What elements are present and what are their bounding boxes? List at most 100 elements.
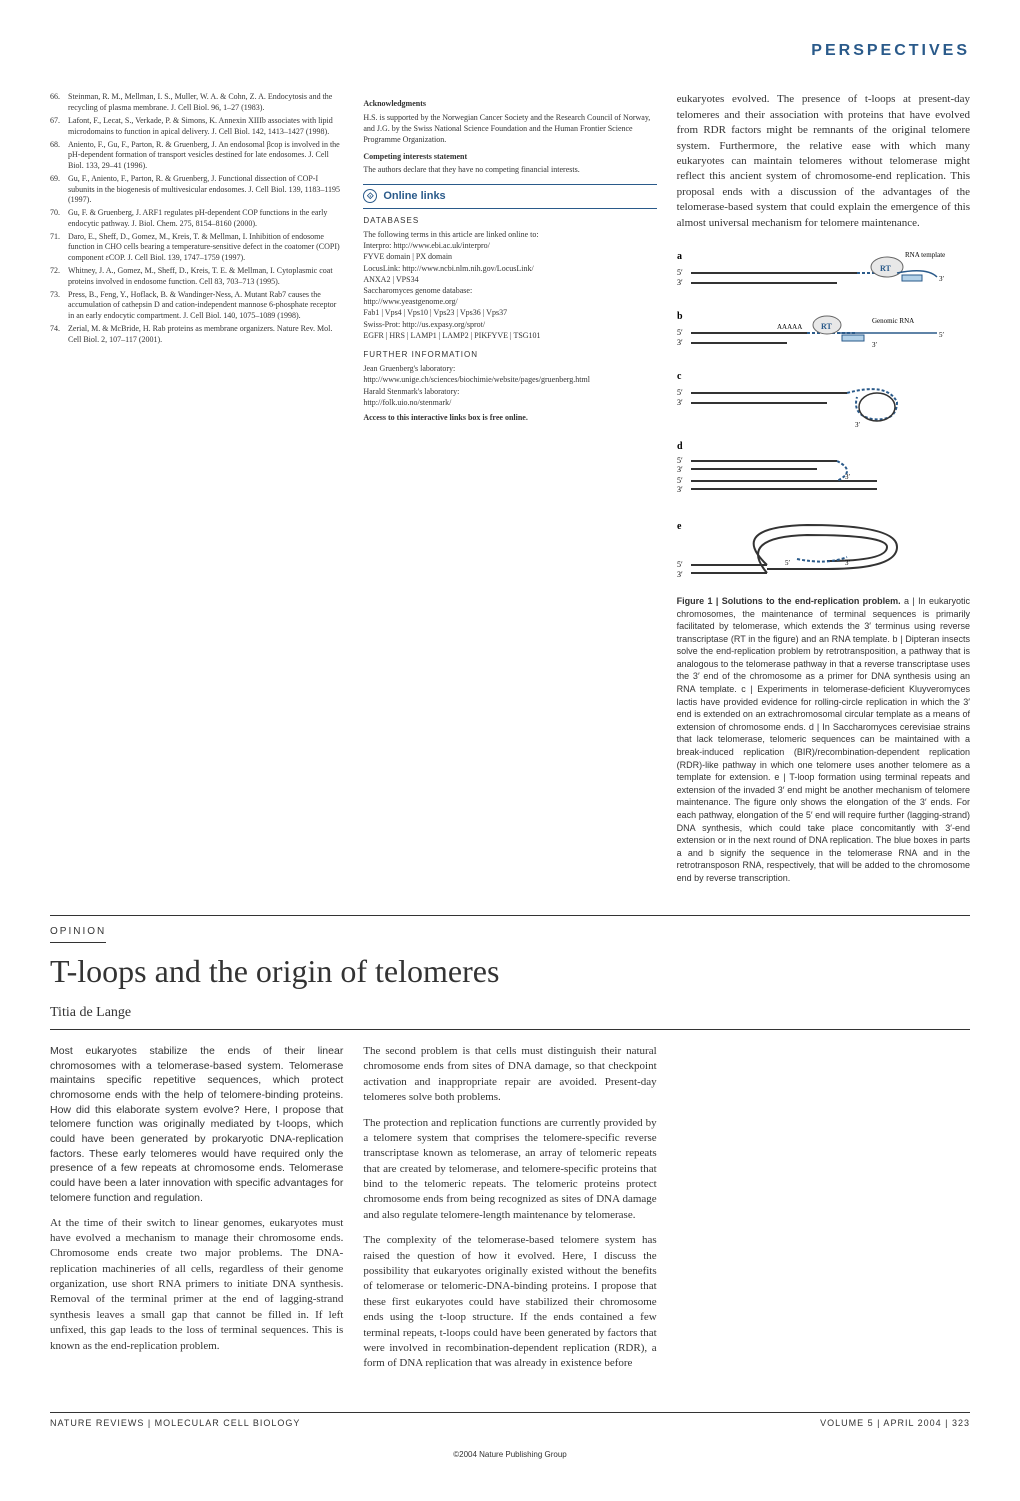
ref-num: 71. bbox=[50, 232, 68, 263]
svg-text:b: b bbox=[677, 311, 683, 322]
svg-text:5′: 5′ bbox=[785, 559, 791, 567]
db-line: FYVE domain | PX domain bbox=[363, 251, 656, 262]
reference-item: 74.Zerial, M. & McBride, H. Rab proteins… bbox=[50, 324, 343, 345]
ref-text: Gu, F. & Gruenberg, J. ARF1 regulates pH… bbox=[68, 208, 343, 229]
further-line: Harald Stenmark's laboratory: bbox=[363, 386, 656, 397]
article-abstract: Most eukaryotes stabilize the ends of th… bbox=[50, 1044, 343, 1206]
svg-text:c: c bbox=[677, 371, 682, 382]
article-column-1: Most eukaryotes stabilize the ends of th… bbox=[50, 1044, 343, 1382]
db-line: EGFR | HRS | LAMP1 | LAMP2 | PIKFYVE | T… bbox=[363, 330, 656, 341]
reference-item: 69.Gu, F., Aniento, F., Parton, R. & Gru… bbox=[50, 174, 343, 205]
ref-text: Aniento, F., Gu, F., Parton, R. & Gruenb… bbox=[68, 140, 343, 171]
article-p1: At the time of their switch to linear ge… bbox=[50, 1216, 343, 1355]
svg-text:5′: 5′ bbox=[677, 388, 683, 397]
reference-item: 70.Gu, F. & Gruenberg, J. ARF1 regulates… bbox=[50, 208, 343, 229]
ref-text: Gu, F., Aniento, F., Parton, R. & Gruenb… bbox=[68, 174, 343, 205]
figure-1-diagram: a 5′ 3′ RT RNA template 3′ b 5′ 3′ AA bbox=[677, 247, 970, 587]
ack-heading: Acknowledgments bbox=[363, 98, 656, 109]
acknowledgments-column: Acknowledgments H.S. is supported by the… bbox=[363, 92, 656, 884]
svg-text:RNA template: RNA template bbox=[905, 251, 945, 259]
svg-text:5′: 5′ bbox=[677, 456, 683, 465]
db-line: Interpro: http://www.ebi.ac.uk/interpro/ bbox=[363, 240, 656, 251]
db-line: http://www.yeastgenome.org/ bbox=[363, 296, 656, 307]
ref-num: 70. bbox=[50, 208, 68, 229]
ref-text: Lafont, F., Lecat, S., Verkade, P. & Sim… bbox=[68, 116, 343, 137]
svg-text:3′: 3′ bbox=[855, 421, 861, 429]
svg-text:RT: RT bbox=[880, 264, 891, 273]
svg-text:3′: 3′ bbox=[677, 338, 683, 347]
footer-journal: NATURE REVIEWS | MOLECULAR CELL BIOLOGY bbox=[50, 1417, 300, 1430]
article-title: T-loops and the origin of telomeres bbox=[50, 949, 970, 994]
svg-text:5′: 5′ bbox=[677, 476, 683, 485]
ref-num: 72. bbox=[50, 266, 68, 287]
ref-num: 73. bbox=[50, 290, 68, 321]
svg-text:3′: 3′ bbox=[939, 275, 945, 283]
further-heading: FURTHER INFORMATION bbox=[363, 349, 656, 360]
reference-item: 72.Whitney, J. A., Gomez, M., Sheff, D.,… bbox=[50, 266, 343, 287]
opinion-label: OPINION bbox=[50, 925, 106, 943]
ref-num: 68. bbox=[50, 140, 68, 171]
competing-text: The authors declare that they have no co… bbox=[363, 164, 656, 175]
db-line: LocusLink: http://www.ncbi.nlm.nih.gov/L… bbox=[363, 263, 656, 274]
main-content: Most eukaryotes stabilize the ends of th… bbox=[50, 1044, 970, 1382]
svg-text:AAAAA: AAAAA bbox=[777, 323, 802, 331]
ref-num: 74. bbox=[50, 324, 68, 345]
svg-text:3′: 3′ bbox=[845, 473, 851, 481]
svg-text:3′: 3′ bbox=[677, 278, 683, 287]
online-links-header: ⟐ Online links bbox=[363, 184, 656, 209]
section-header: PERSPECTIVES bbox=[50, 40, 970, 62]
databases-lines: Interpro: http://www.ebi.ac.uk/interpro/… bbox=[363, 240, 656, 341]
svg-text:5′: 5′ bbox=[677, 268, 683, 277]
competing-heading: Competing interests statement bbox=[363, 151, 656, 162]
databases-heading: DATABASES bbox=[363, 215, 656, 226]
links-icon: ⟐ bbox=[363, 189, 377, 203]
ref-num: 67. bbox=[50, 116, 68, 137]
access-note: Access to this interactive links box is … bbox=[363, 412, 656, 423]
db-line: Swiss-Prot: http://us.expasy.org/sprot/ bbox=[363, 319, 656, 330]
further-line: Jean Gruenberg's laboratory: bbox=[363, 363, 656, 374]
svg-text:5′: 5′ bbox=[677, 560, 683, 569]
db-line: ANXA2 | VPS34 bbox=[363, 274, 656, 285]
svg-text:3′: 3′ bbox=[677, 570, 683, 579]
ack-text: H.S. is supported by the Norwegian Cance… bbox=[363, 112, 656, 146]
divider bbox=[50, 915, 970, 916]
svg-text:3′: 3′ bbox=[677, 485, 683, 494]
reference-item: 68.Aniento, F., Gu, F., Parton, R. & Gru… bbox=[50, 140, 343, 171]
article-p3: The protection and replication functions… bbox=[363, 1116, 656, 1224]
reference-item: 66.Steinman, R. M., Mellman, I. S., Mull… bbox=[50, 92, 343, 113]
svg-text:RT: RT bbox=[821, 322, 832, 331]
svg-text:5′: 5′ bbox=[939, 331, 945, 339]
article-p2: The second problem is that cells must di… bbox=[363, 1044, 656, 1106]
continuation-text: eukaryotes evolved. The presence of t-lo… bbox=[677, 92, 970, 231]
svg-text:5′: 5′ bbox=[677, 328, 683, 337]
svg-text:3′: 3′ bbox=[845, 559, 851, 567]
ref-text: Daro, E., Sheff, D., Gomez, M., Kreis, T… bbox=[68, 232, 343, 263]
svg-text:3′: 3′ bbox=[677, 465, 683, 474]
databases-intro: The following terms in this article are … bbox=[363, 229, 656, 240]
ref-num: 69. bbox=[50, 174, 68, 205]
svg-text:e: e bbox=[677, 521, 682, 532]
figure-column-spacer bbox=[677, 1044, 970, 1382]
references-column: 66.Steinman, R. M., Mellman, I. S., Mull… bbox=[50, 92, 343, 884]
ref-text: Zerial, M. & McBride, H. Rab proteins as… bbox=[68, 324, 343, 345]
reference-item: 67.Lafont, F., Lecat, S., Verkade, P. & … bbox=[50, 116, 343, 137]
reference-item: 73.Press, B., Feng, Y., Hoflack, B. & Wa… bbox=[50, 290, 343, 321]
ref-text: Whitney, J. A., Gomez, M., Sheff, D., Kr… bbox=[68, 266, 343, 287]
figure-caption-body: a | In eukaryotic chromosomes, the maint… bbox=[677, 596, 970, 883]
figure-caption: Figure 1 | Solutions to the end-replicat… bbox=[677, 595, 970, 885]
ref-num: 66. bbox=[50, 92, 68, 113]
ref-text: Press, B., Feng, Y., Hoflack, B. & Wandi… bbox=[68, 290, 343, 321]
further-line: http://www.unige.ch/sciences/biochimie/w… bbox=[363, 374, 656, 385]
further-line: http://folk.uio.no/stenmark/ bbox=[363, 397, 656, 408]
copyright: ©2004 Nature Publishing Group bbox=[50, 1449, 970, 1460]
footer-volume: VOLUME 5 | APRIL 2004 | 323 bbox=[820, 1417, 970, 1430]
db-line: Saccharomyces genome database: bbox=[363, 285, 656, 296]
further-lines: Jean Gruenberg's laboratory:http://www.u… bbox=[363, 363, 656, 408]
svg-text:3′: 3′ bbox=[677, 398, 683, 407]
svg-text:Genomic RNA: Genomic RNA bbox=[872, 317, 914, 325]
reference-item: 71.Daro, E., Sheff, D., Gomez, M., Kreis… bbox=[50, 232, 343, 263]
page-footer: NATURE REVIEWS | MOLECULAR CELL BIOLOGY … bbox=[50, 1412, 970, 1430]
online-links-label: Online links bbox=[383, 189, 445, 204]
svg-text:3′: 3′ bbox=[872, 341, 878, 349]
figure-caption-lead: Figure 1 | Solutions to the end-replicat… bbox=[677, 596, 901, 606]
